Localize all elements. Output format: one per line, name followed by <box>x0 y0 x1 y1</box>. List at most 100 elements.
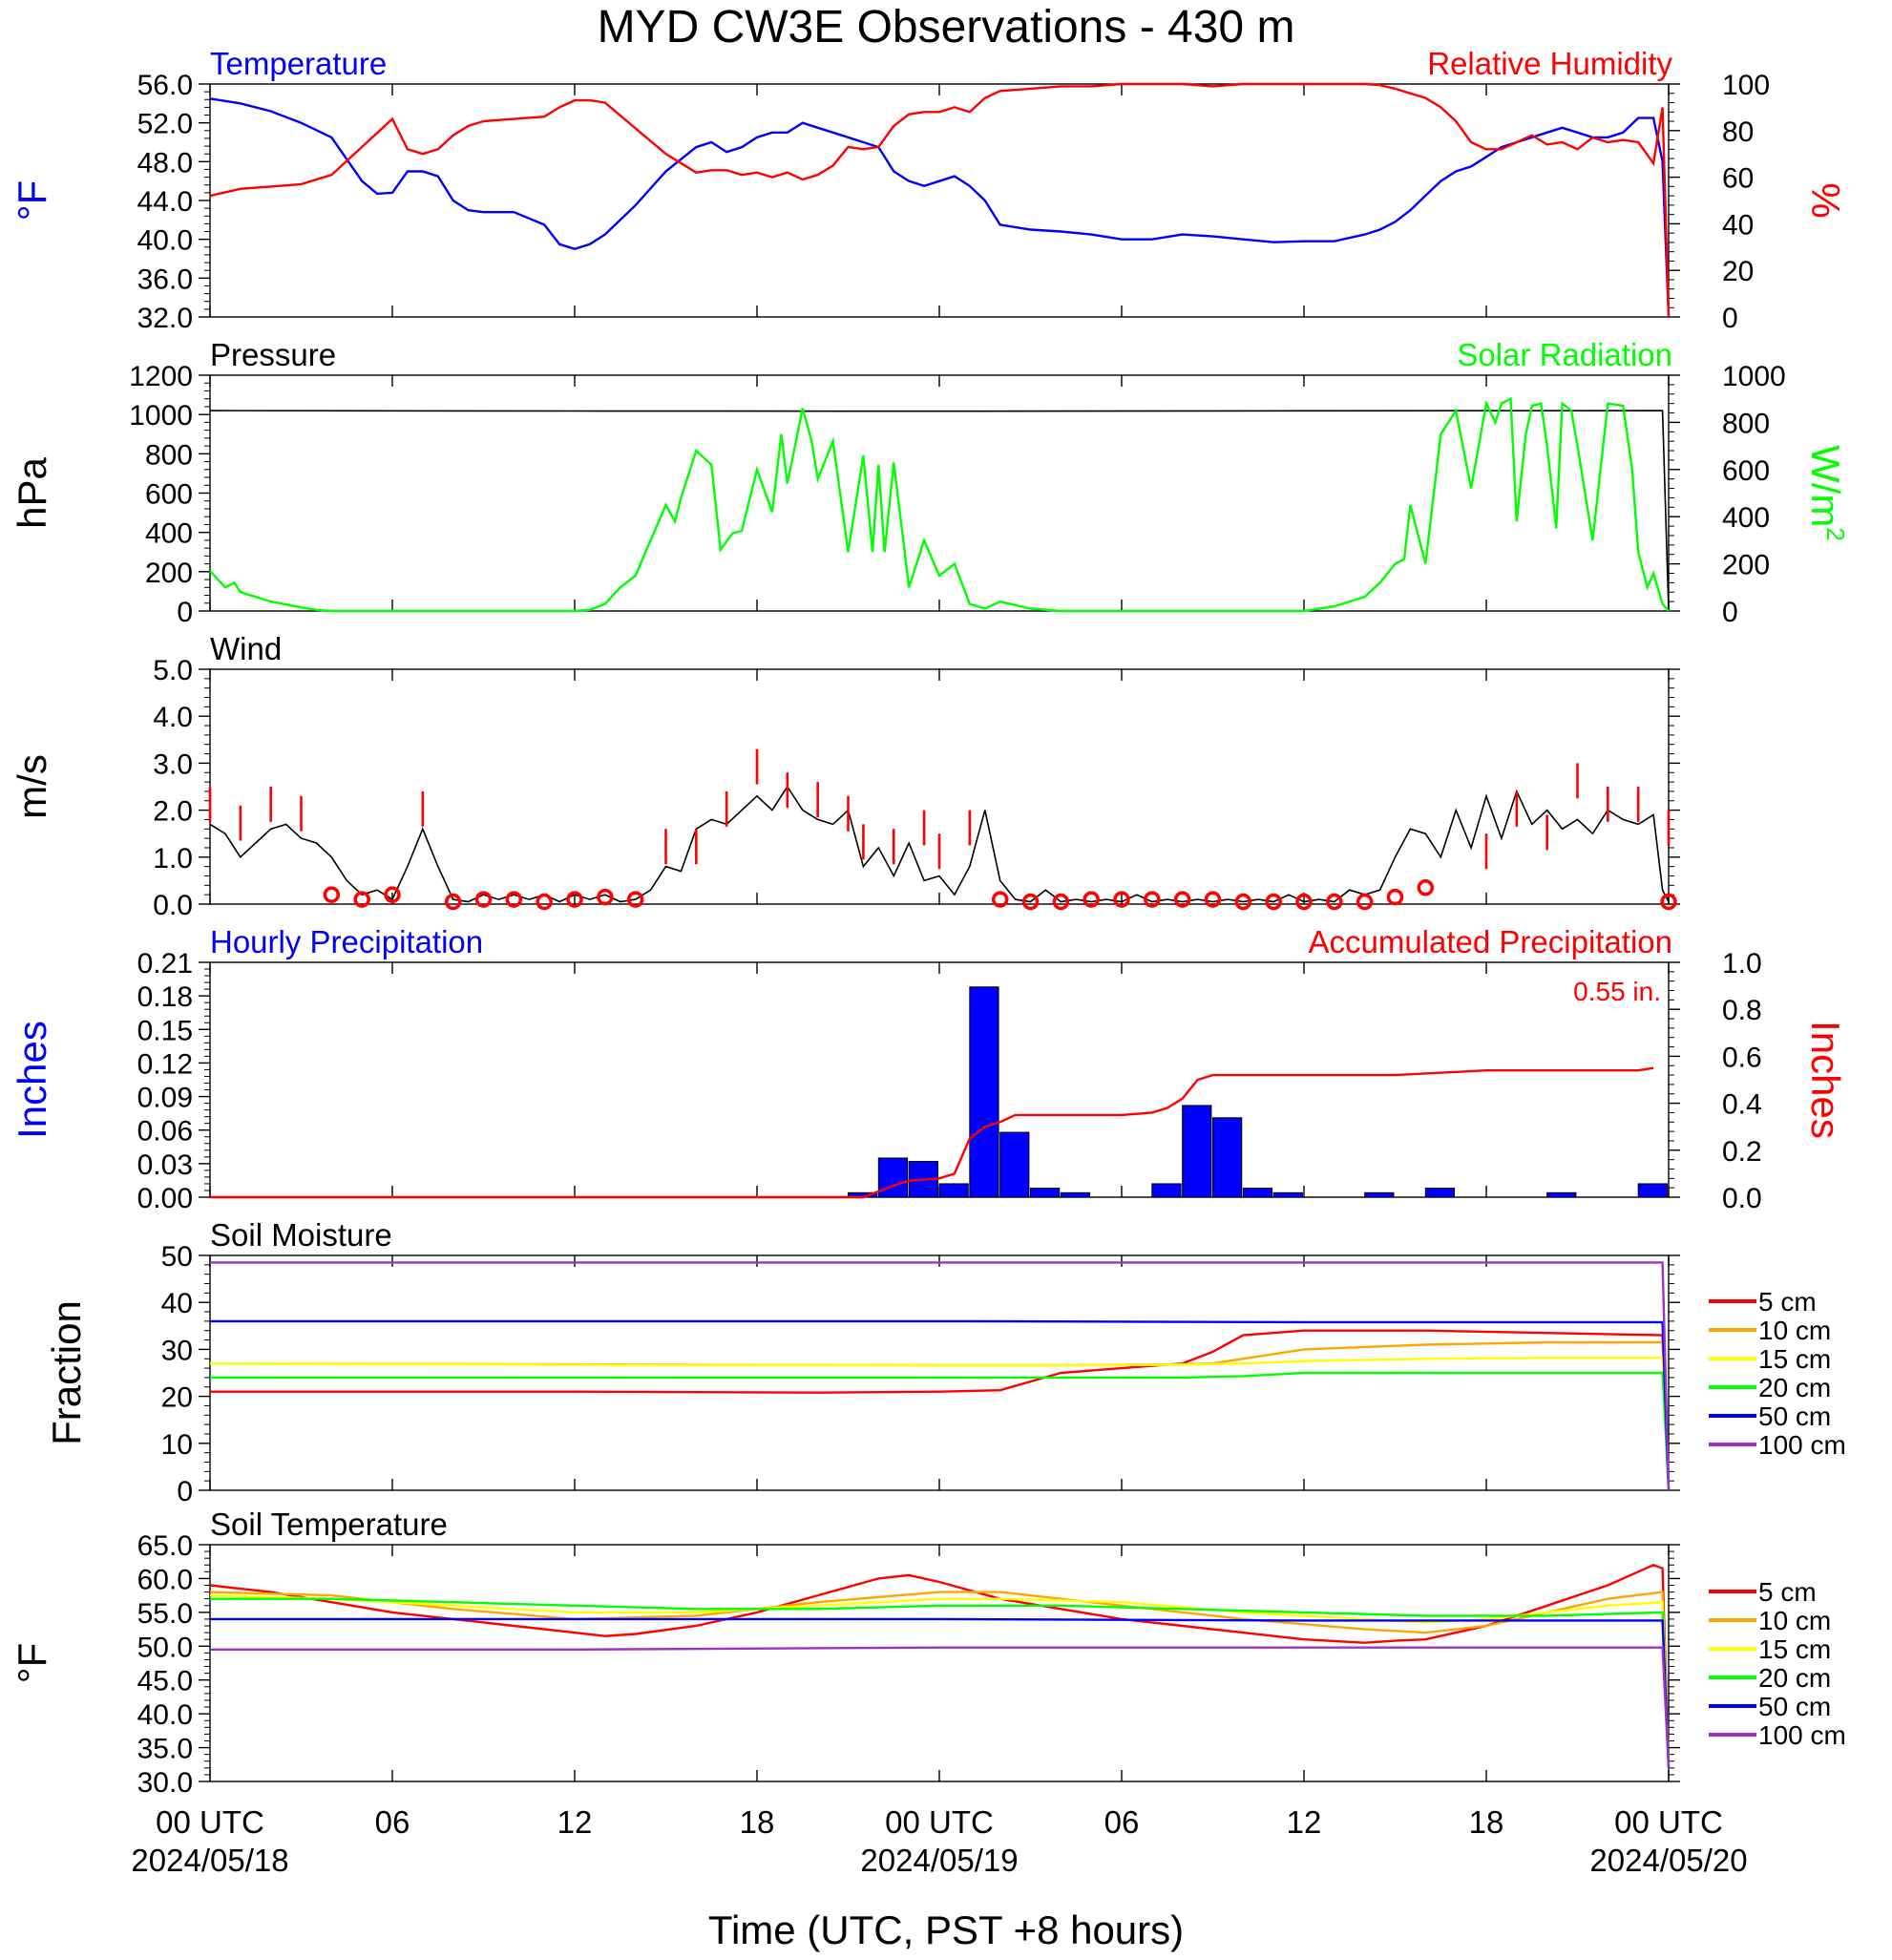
soil_moisture-ytick-label: 20 <box>161 1382 193 1414</box>
temp_rh-left-title: Temperature <box>210 46 387 81</box>
precip-left-title: Hourly Precipitation <box>210 924 483 959</box>
pres_solar-y2tick-label: 400 <box>1722 502 1770 534</box>
precip-ytick-label: 0.21 <box>137 948 193 980</box>
wind-ytick-label: 5.0 <box>153 655 193 686</box>
precip-bar <box>1546 1191 1577 1198</box>
precip-left-unit: Inches <box>10 1021 54 1139</box>
soil_temp-series-line <box>210 1617 1671 1768</box>
precip-bar <box>938 1183 969 1198</box>
calm-marker <box>1295 893 1313 911</box>
soil_moisture-legend-label: 15 cm <box>1758 1344 1831 1374</box>
precip-y2tick-label: 0.8 <box>1722 995 1762 1026</box>
soil_moisture-legend-label: 5 cm <box>1758 1287 1817 1317</box>
calm-marker <box>1326 893 1343 911</box>
pres_solar-right-unit: W/m2 <box>1803 445 1850 541</box>
temp_rh-series-line <box>209 82 1671 318</box>
pres_solar-right-title: Solar Radiation <box>1457 337 1672 372</box>
precip-bar <box>1060 1191 1091 1198</box>
temp_rh-ytick-label: 52.0 <box>137 109 193 140</box>
pres_solar-y2tick-label: 0 <box>1722 597 1738 628</box>
wind-ytick-label: 3.0 <box>153 748 193 780</box>
pres_solar-ytick-label: 600 <box>145 479 193 511</box>
x-tick-date: 2024/05/18 <box>131 1843 288 1878</box>
calm-marker <box>626 891 644 908</box>
wind-ytick-label: 4.0 <box>153 702 193 733</box>
precip-ytick-label: 0.00 <box>137 1183 193 1214</box>
soil_temp-ytick-label: 50.0 <box>137 1632 193 1663</box>
calm-marker <box>1083 891 1100 908</box>
x-tick-label: 06 <box>375 1804 410 1840</box>
precip-annotation: 0.55 in. <box>1573 977 1661 1006</box>
temp_rh-y2tick-label: 100 <box>1722 70 1770 101</box>
temp_rh-y2tick-label: 40 <box>1722 209 1754 241</box>
soil_moisture-legend-label: 20 cm <box>1758 1373 1831 1402</box>
calm-marker <box>353 891 370 908</box>
precip-y2tick-label: 0.0 <box>1722 1183 1762 1214</box>
temp_rh-ytick-label: 56.0 <box>137 70 193 101</box>
temp_rh-y2tick-label: 0 <box>1722 303 1738 334</box>
calm-marker <box>1052 893 1070 911</box>
wind-left-title: Wind <box>210 631 282 666</box>
soil_moisture-ytick-label: 30 <box>161 1335 193 1366</box>
soil_temp-series-line <box>210 1597 1671 1768</box>
precip-y2tick-label: 0.6 <box>1722 1042 1762 1073</box>
pres_solar-ytick-label: 200 <box>145 558 193 589</box>
soil_moisture-series-line <box>209 1357 1671 1491</box>
temp_rh-series-line <box>209 97 1671 318</box>
soil_moisture-ytick-label: 0 <box>177 1476 193 1507</box>
precip-bar <box>877 1157 909 1198</box>
soil_moisture-legend-label: 100 cm <box>1758 1430 1846 1460</box>
temp_rh-y2tick-label: 20 <box>1722 256 1754 287</box>
precip-bar <box>1637 1183 1668 1198</box>
soil_temp-ytick-label: 65.0 <box>137 1530 193 1562</box>
precip-bar <box>1182 1105 1212 1198</box>
pres_solar-y2tick-label: 200 <box>1722 550 1770 581</box>
soil_moisture-ytick-label: 40 <box>161 1288 193 1319</box>
temp_rh-y2tick-label: 60 <box>1722 163 1754 195</box>
calm-marker <box>1204 891 1222 908</box>
x-tick-label: 00 UTC <box>885 1804 994 1840</box>
calm-marker <box>1113 891 1130 908</box>
calm-marker <box>323 886 341 903</box>
temp_rh-ytick-label: 36.0 <box>137 263 193 295</box>
soil_moisture-series-line <box>210 1261 1671 1491</box>
soil_temp-ytick-label: 30.0 <box>137 1767 193 1799</box>
calm-marker <box>474 891 493 908</box>
precip-right-title: Accumulated Precipitation <box>1308 924 1672 959</box>
precip-frame <box>209 961 1670 1198</box>
precip-right-unit: Inches <box>1803 1021 1848 1139</box>
calm-marker <box>991 891 1009 908</box>
soil_temp-left-title: Soil Temperature <box>210 1507 448 1542</box>
soil_temp-legend-label: 5 cm <box>1758 1577 1817 1607</box>
soil_temp-legend-label: 100 cm <box>1758 1720 1846 1750</box>
temp_rh-left-unit: °F <box>10 180 54 221</box>
x-tick-label: 18 <box>740 1804 775 1840</box>
calm-marker <box>1417 879 1435 896</box>
temp_rh-frame <box>209 83 1670 318</box>
precip-ytick-label: 0.03 <box>137 1149 193 1181</box>
precip-bar <box>1242 1188 1273 1198</box>
pres_solar-ytick-label: 1000 <box>129 400 193 432</box>
calm-marker <box>1021 893 1040 911</box>
soil_temp-frame <box>209 1544 1670 1782</box>
x-tick-label: 18 <box>1469 1804 1504 1840</box>
calm-marker <box>384 886 401 903</box>
wind-series-line <box>209 785 1670 903</box>
calm-marker <box>444 893 462 911</box>
soil_moisture-legend-label: 50 cm <box>1758 1402 1831 1431</box>
pres_solar-y2tick-label: 1000 <box>1722 361 1786 392</box>
calm-marker <box>1386 888 1404 906</box>
wind-ytick-label: 0.0 <box>153 890 193 921</box>
calm-marker <box>566 891 583 908</box>
x-tick-date: 2024/05/19 <box>860 1843 1018 1878</box>
chart-title: MYD CW3E Observations - 430 m <box>598 2 1295 53</box>
pres_solar-y2tick-label: 600 <box>1722 455 1770 487</box>
wind-left-unit: m/s <box>10 754 54 819</box>
calm-marker <box>536 893 553 911</box>
soil_moisture-left-unit: Fraction <box>44 1300 89 1445</box>
precip-ytick-label: 0.09 <box>137 1083 193 1114</box>
pres_solar-ytick-label: 400 <box>145 518 193 550</box>
precip-bar <box>1364 1191 1395 1198</box>
x-tick-label: 00 UTC <box>156 1804 264 1840</box>
precip-y2tick-label: 0.2 <box>1722 1136 1762 1168</box>
